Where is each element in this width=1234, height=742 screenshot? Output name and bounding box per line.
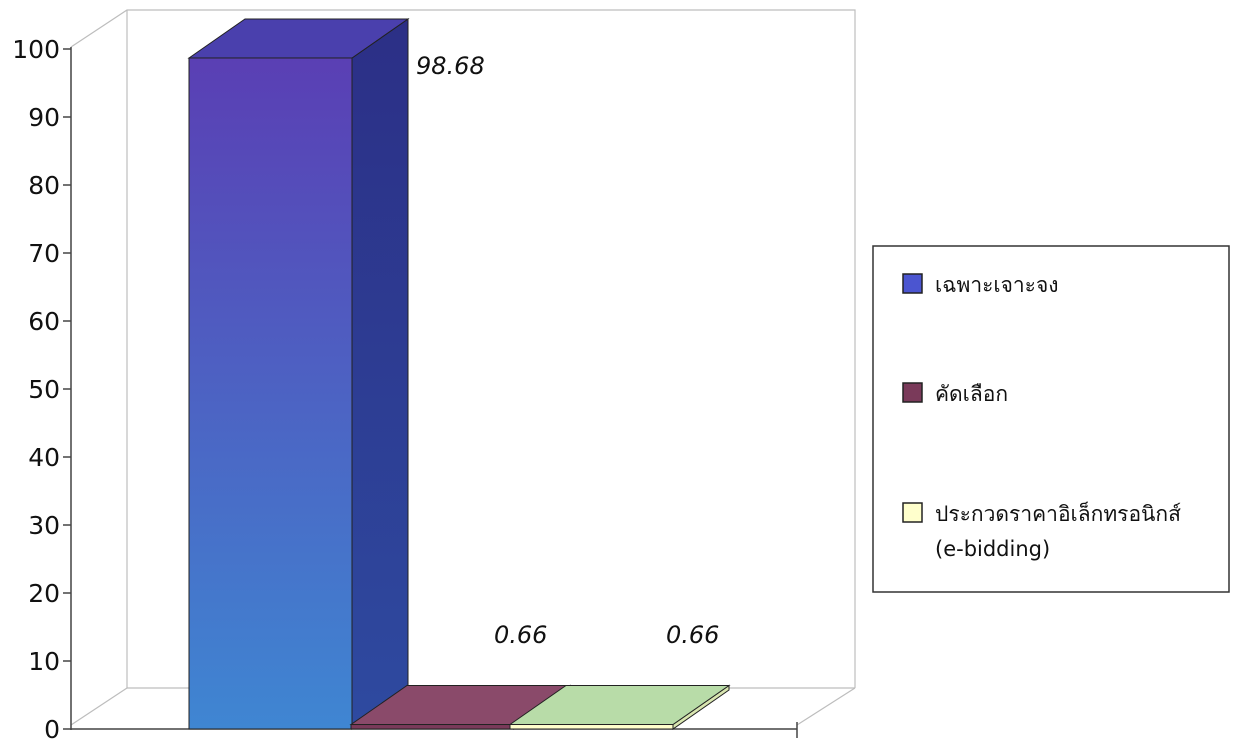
legend-label: คัดเลือก bbox=[935, 382, 1008, 406]
y-tick-label: 100 bbox=[12, 35, 60, 64]
value-labels: 98.68 0.66 0.66 bbox=[416, 52, 719, 649]
bar-side-face bbox=[351, 18, 409, 730]
bar-1 bbox=[187, 18, 410, 730]
y-tick-label: 90 bbox=[28, 103, 60, 132]
bars-group bbox=[187, 18, 731, 730]
y-tick-label: 30 bbox=[28, 511, 60, 540]
legend-box bbox=[872, 245, 1230, 593]
bar-front-face bbox=[350, 724, 515, 730]
legend-swatch bbox=[902, 502, 923, 523]
y-tick-label: 10 bbox=[28, 647, 60, 676]
legend-item-1: เฉพาะเจาะจง bbox=[902, 273, 1059, 297]
y-tick-label: 20 bbox=[28, 579, 60, 608]
legend-label: เฉพาะเจาะจง bbox=[935, 273, 1059, 297]
bar-value-label: 98.68 bbox=[416, 52, 485, 80]
floor-left-edge bbox=[70, 687, 128, 726]
y-axis: 0 10 20 30 40 50 60 70 80 90 100 bbox=[12, 35, 71, 742]
legend-item-3: ประกวดราคาอิเล็กทรอนิกส์ (e-bidding) bbox=[902, 500, 1181, 561]
bar-front-face bbox=[509, 724, 674, 730]
legend-label: (e-bidding) bbox=[935, 537, 1050, 561]
legend-items: เฉพาะเจาะจงคัดเลือกประกวดราคาอิเล็กทรอนิ… bbox=[902, 273, 1181, 561]
legend-swatch bbox=[902, 382, 923, 403]
back-wall bbox=[70, 9, 856, 688]
bar-value-label: 0.66 bbox=[666, 621, 719, 649]
bar-front-face bbox=[188, 57, 353, 730]
y-tick-label: 0 bbox=[44, 715, 60, 742]
legend-item-2: คัดเลือก bbox=[902, 382, 1008, 406]
bar-3 bbox=[508, 684, 731, 730]
y-tick-label: 40 bbox=[28, 443, 60, 472]
y-tick-label: 80 bbox=[28, 171, 60, 200]
legend-swatch bbox=[902, 273, 923, 294]
bar-value-label: 0.66 bbox=[494, 621, 547, 649]
legend-label: ประกวดราคาอิเล็กทรอนิกส์ bbox=[935, 500, 1181, 526]
y-tick-label: 60 bbox=[28, 307, 60, 336]
legend: เฉพาะเจาะจงคัดเลือกประกวดราคาอิเล็กทรอนิ… bbox=[872, 245, 1230, 593]
y-tick-label: 70 bbox=[28, 239, 60, 268]
floor-right-edge bbox=[796, 687, 856, 726]
y-tick-label: 50 bbox=[28, 375, 60, 404]
